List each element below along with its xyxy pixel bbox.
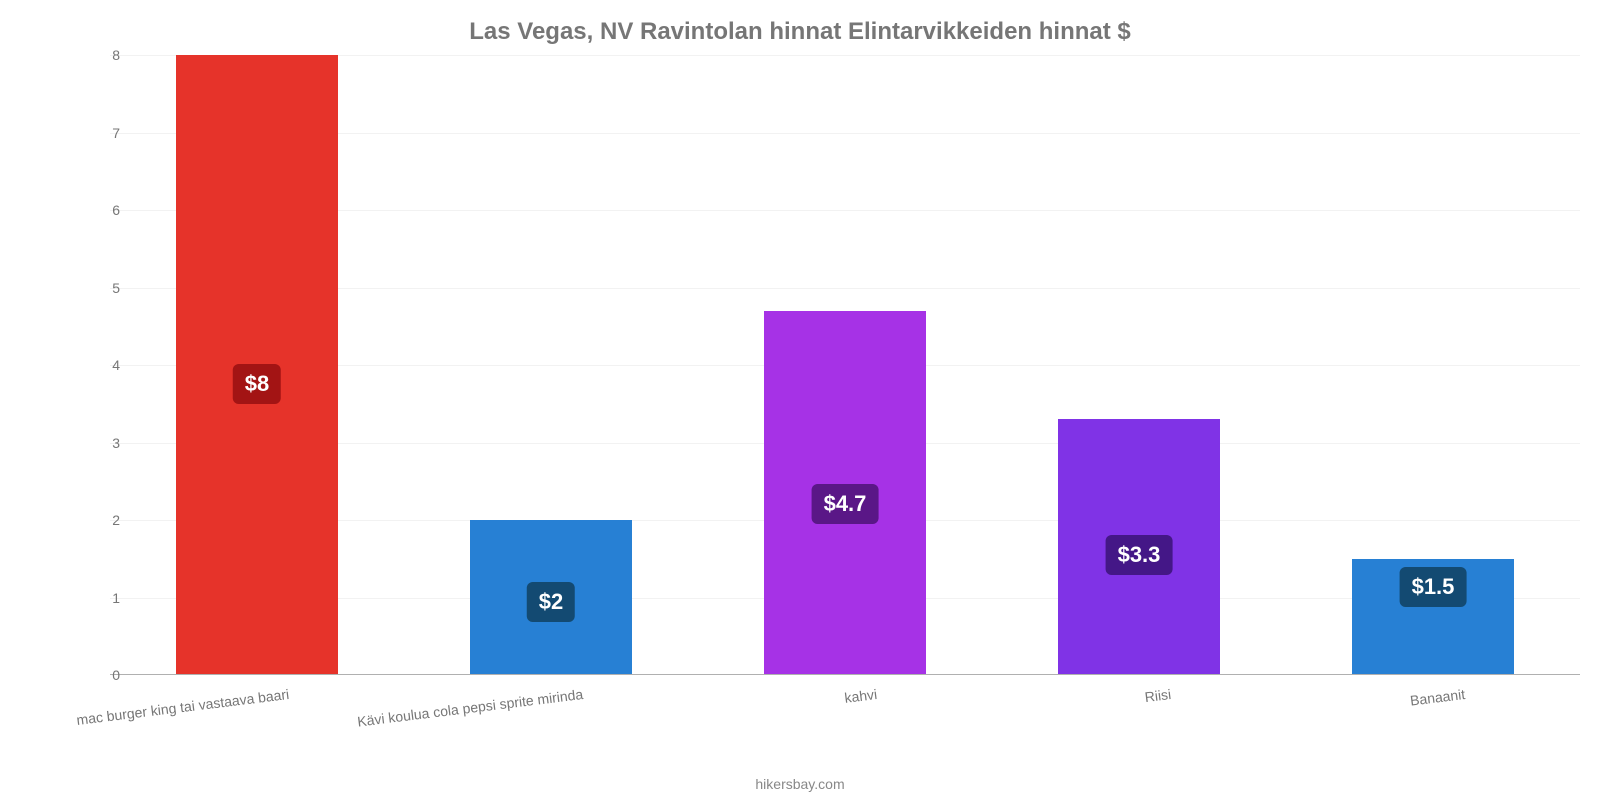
- bar-chart: Las Vegas, NV Ravintolan hinnat Elintarv…: [0, 0, 1600, 800]
- value-badge: $1.5: [1400, 567, 1467, 607]
- value-badge: $2: [527, 582, 575, 622]
- x-tick-label: Banaanit: [1409, 686, 1466, 709]
- y-tick-label: 1: [80, 590, 120, 606]
- x-tick-label: mac burger king tai vastaava baari: [75, 686, 289, 728]
- x-axis-line: [110, 674, 1580, 675]
- plot-area: $8 $2 $4.7 $3.3 $1.5: [110, 55, 1580, 675]
- y-tick-label: 4: [80, 357, 120, 373]
- y-tick-label: 5: [80, 280, 120, 296]
- y-tick-label: 6: [80, 202, 120, 218]
- x-tick-label: Kävi koulua cola pepsi sprite mirinda: [356, 686, 583, 730]
- value-badge: $8: [233, 364, 281, 404]
- x-axis-labels: mac burger king tai vastaava baariKävi k…: [110, 678, 1580, 738]
- y-tick-label: 8: [80, 47, 120, 63]
- y-tick-label: 7: [80, 125, 120, 141]
- x-tick-label: Riisi: [1144, 686, 1172, 705]
- y-tick-label: 2: [80, 512, 120, 528]
- x-tick-label: kahvi: [843, 686, 877, 706]
- value-badge: $4.7: [812, 484, 879, 524]
- chart-title: Las Vegas, NV Ravintolan hinnat Elintarv…: [0, 18, 1600, 46]
- value-badge: $3.3: [1106, 535, 1173, 575]
- attribution-text: hikersbay.com: [0, 776, 1600, 792]
- y-tick-label: 3: [80, 435, 120, 451]
